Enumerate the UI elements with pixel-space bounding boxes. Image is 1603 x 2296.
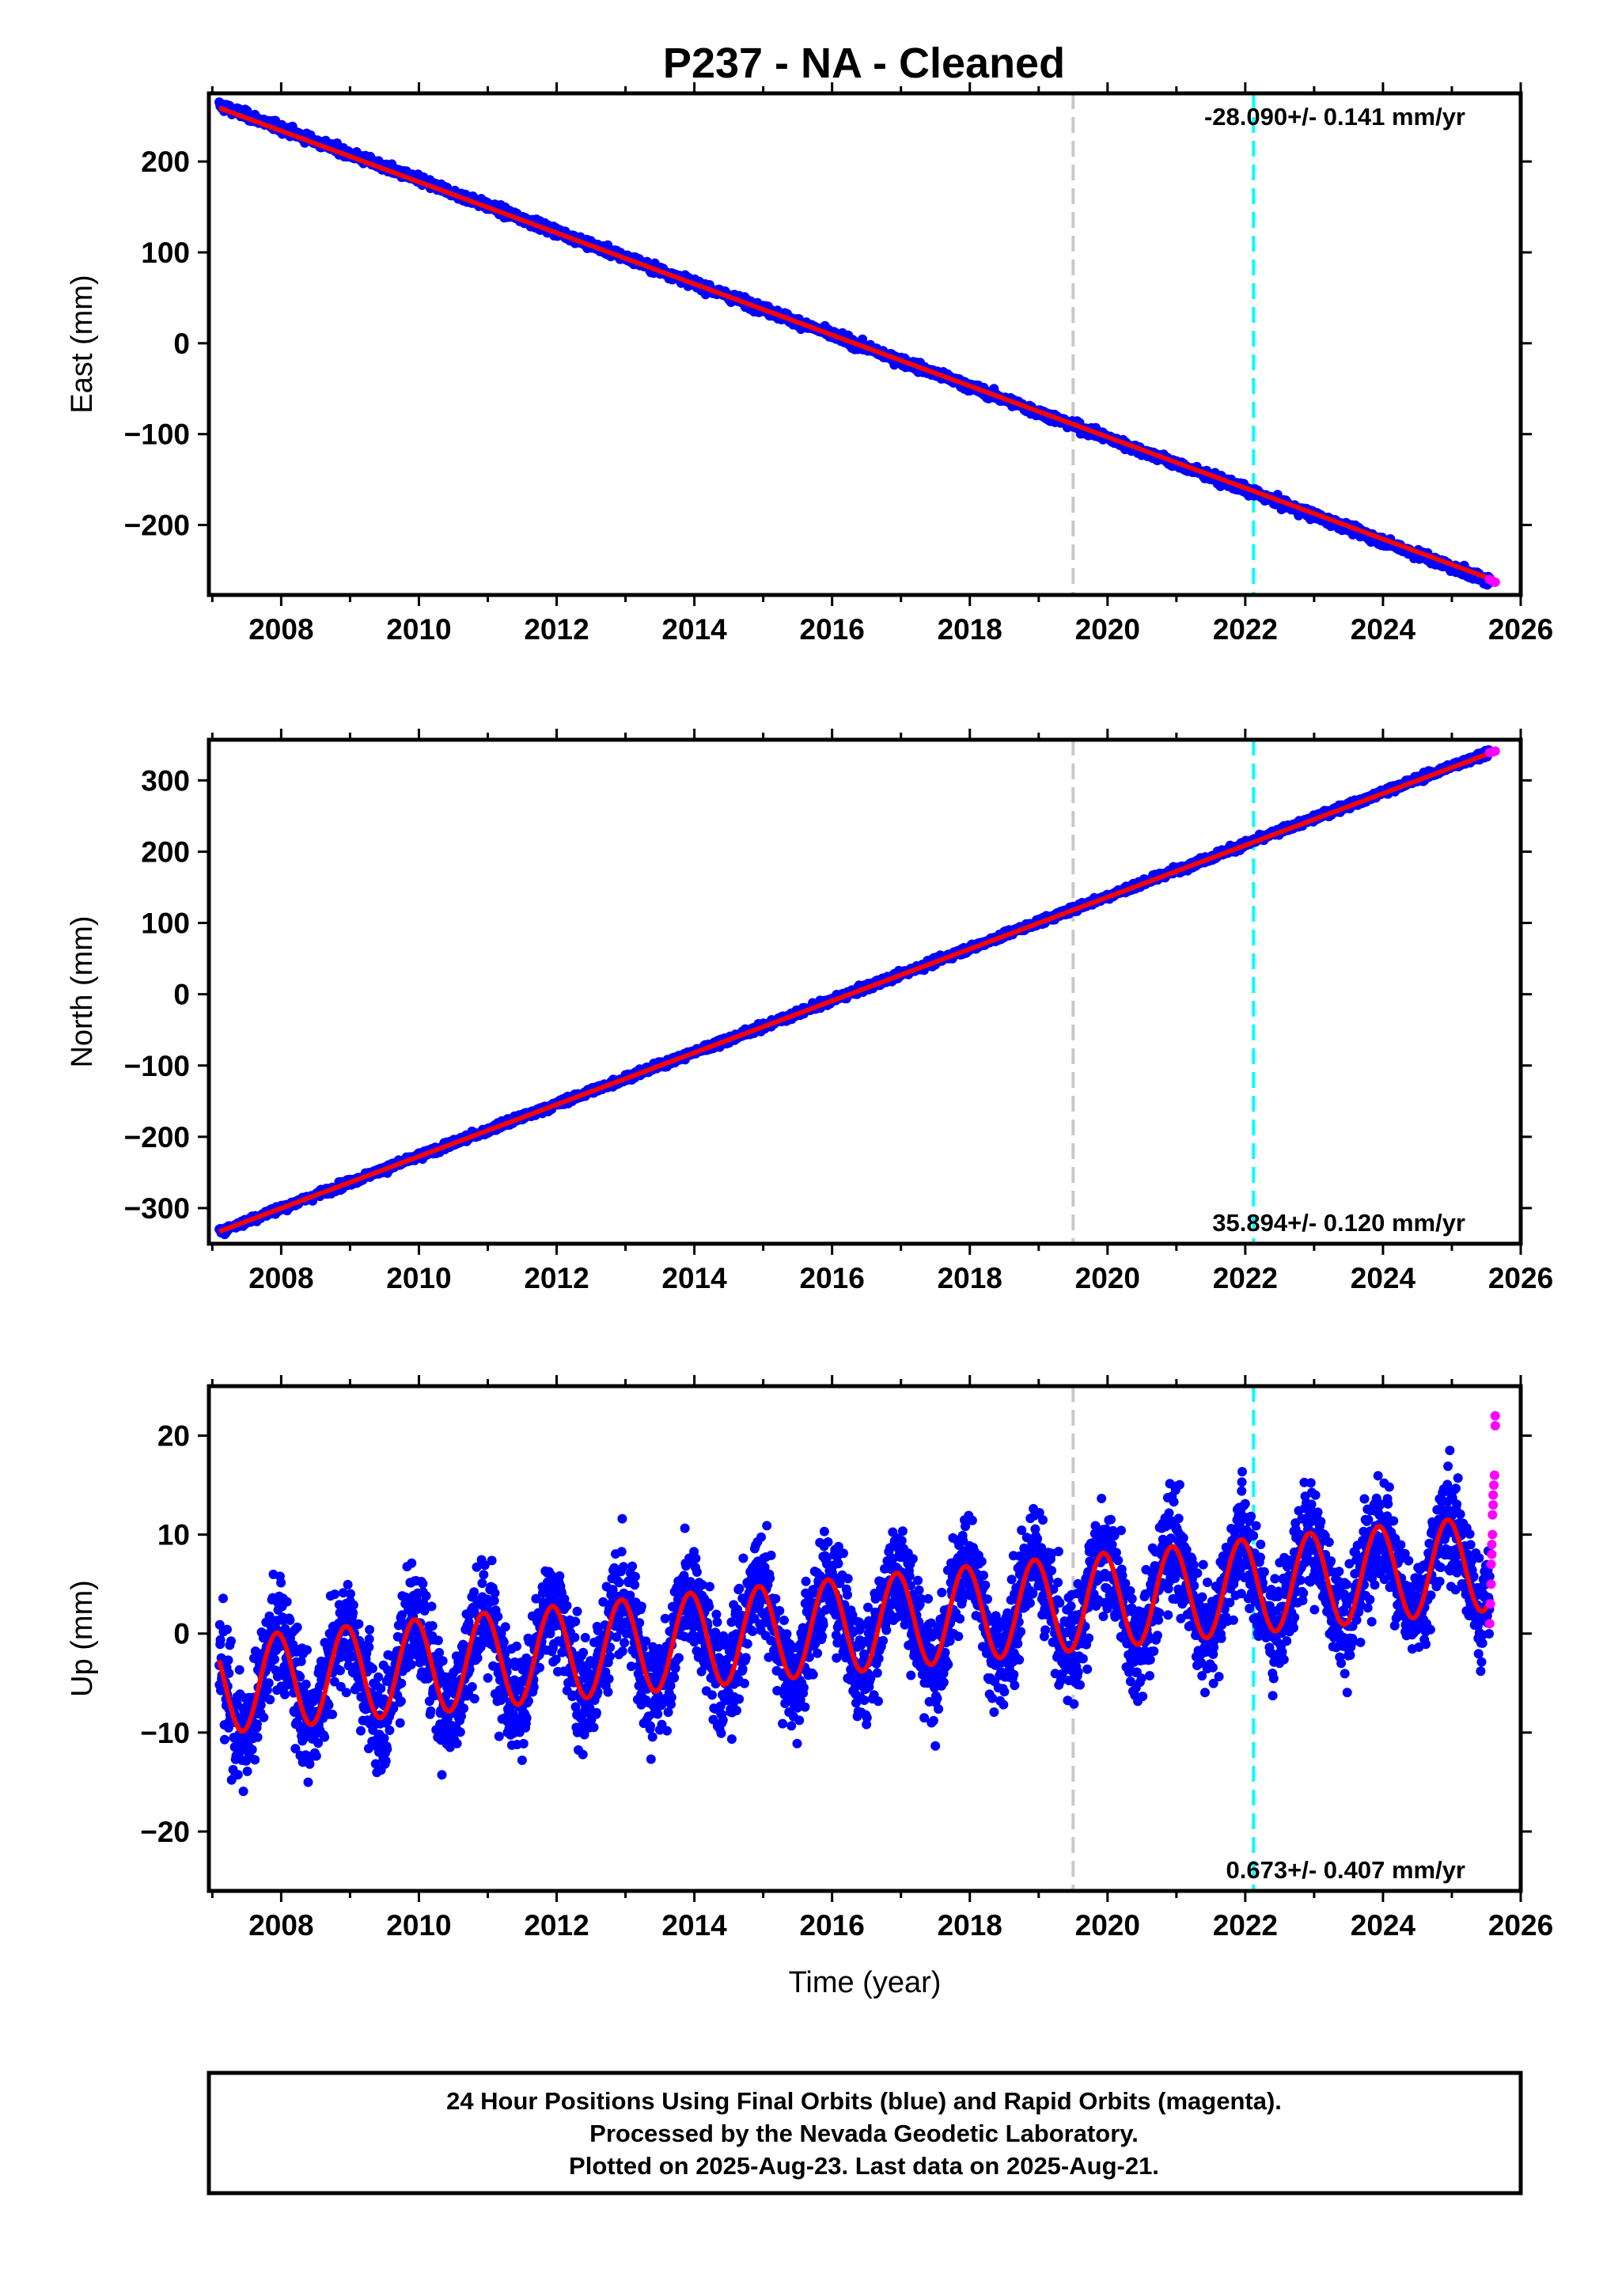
east-x-tick-label: 2020 bbox=[1075, 613, 1140, 646]
east-y-axis-label: East (mm) bbox=[66, 275, 99, 413]
east-y-tick-label: 200 bbox=[141, 146, 190, 178]
east-y-tick-label: 100 bbox=[141, 237, 190, 269]
figure-title: P237 - NA - Cleaned bbox=[663, 40, 1065, 87]
east-plot-area bbox=[214, 93, 1500, 595]
east-x-tick-label: 2010 bbox=[386, 613, 451, 646]
east-y-tick-label: 0 bbox=[173, 328, 190, 360]
east-x-tick-label: 2016 bbox=[800, 613, 865, 646]
north-panel: 2008 2010 2012 2014 2016 2018 2020 2022 2024 2026… bbox=[66, 729, 1553, 1294]
east-x-tick-label: 2018 bbox=[938, 613, 1002, 646]
east-x-tick-label: 2012 bbox=[524, 613, 589, 646]
east-x-tick-label: 2026 bbox=[1488, 613, 1553, 646]
east-model-fit-line bbox=[218, 105, 1491, 582]
east-x-tick-label: 2008 bbox=[248, 613, 313, 646]
east-rate-label: -28.090+/- 0.141 mm/yr bbox=[1204, 103, 1465, 131]
east-y-tick-label: −200 bbox=[124, 510, 190, 542]
east-rapid-point bbox=[1490, 577, 1500, 587]
east-y-tick-label: −100 bbox=[124, 419, 190, 451]
east-x-tick-label: 2024 bbox=[1351, 613, 1416, 646]
east-x-tick-label: 2022 bbox=[1213, 613, 1278, 646]
east-x-tick-label: 2014 bbox=[661, 613, 727, 646]
north-plot-area bbox=[214, 740, 1500, 1244]
east-panel: 2008 2010 2012 2014 2016 2018 2020 2022 2024 2026… bbox=[66, 82, 1553, 646]
